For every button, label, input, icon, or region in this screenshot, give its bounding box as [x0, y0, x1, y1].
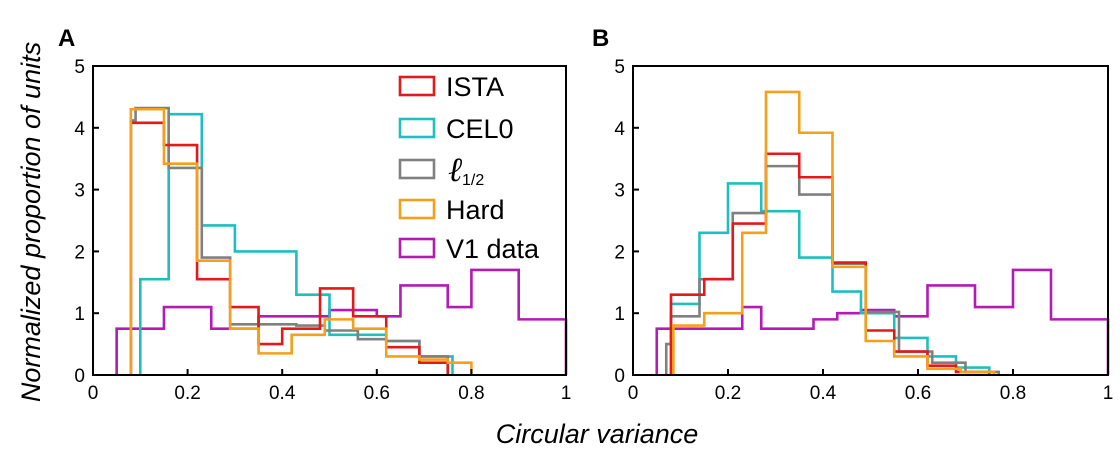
legend: ISTA CEL0 ℓ 1/2 Hard V1 data	[398, 72, 540, 264]
y-tick-label: 4	[614, 119, 625, 140]
legend-swatch-hard	[398, 198, 436, 220]
series-v1-panel-b	[655, 268, 1110, 375]
legend-swatch-ista	[398, 75, 436, 97]
y-axis-title: Normalized proportion of units	[16, 42, 46, 402]
panel-a-plot: 0 0.2 0.4 0.6 0.8 1 0 1 2 3 4 5	[74, 57, 571, 404]
x-tick-label: 0.2	[715, 383, 741, 404]
axes-frame-panel-a	[92, 65, 567, 376]
legend-label-hard: Hard	[446, 195, 505, 225]
series-ista-panel-b	[669, 152, 991, 375]
panel-label-a: A	[58, 25, 75, 52]
y-tick-label: 5	[74, 57, 85, 78]
y-tick-label: 2	[614, 242, 625, 263]
y-tick-label: 1	[614, 304, 625, 325]
legend-swatch-cel0	[398, 117, 436, 139]
panel-b-plot: 0 0.2 0.4 0.6 0.8 1 0 1 2 3 4 5	[614, 57, 1113, 404]
y-tick-label: 4	[74, 119, 85, 140]
legend-swatch-v1	[398, 237, 436, 259]
series-hard-panel-a	[129, 107, 473, 375]
y-tick-label: 0	[614, 366, 625, 387]
x-tick-label: 0.6	[364, 383, 390, 404]
legend-swatch-l12	[398, 158, 436, 180]
y-tick-label: 0	[74, 366, 85, 387]
legend-label-ista: ISTA	[446, 72, 504, 102]
series-hard-panel-b	[672, 90, 996, 375]
axes-frame-panel-b	[632, 65, 1109, 376]
x-tick-label: 0.2	[174, 383, 200, 404]
series-v1-panel-a	[115, 268, 568, 375]
legend-label-sub: 1/2	[462, 172, 484, 189]
series-ista-panel-a	[129, 121, 450, 375]
x-tick-label: 0	[88, 383, 99, 404]
x-axis-title: Circular variance	[496, 419, 699, 449]
y-tick-label: 2	[74, 242, 85, 263]
y-tick-label: 5	[614, 57, 625, 78]
y-tick-label: 3	[74, 181, 85, 202]
legend-label-l12: ℓ	[448, 150, 462, 190]
y-tick-label: 3	[614, 181, 625, 202]
x-tick-label: 0.4	[810, 383, 837, 404]
series-l12-panel-b	[664, 164, 1001, 375]
x-tick-label: 0.6	[905, 383, 931, 404]
legend-label-cel0: CEL0	[446, 114, 514, 144]
x-tick-label: 0.8	[1000, 383, 1026, 404]
panel-label-b: B	[592, 25, 609, 52]
y-tick-label: 1	[74, 304, 85, 325]
x-tick-label: 0.8	[458, 383, 484, 404]
series-cel0-panel-b	[669, 182, 991, 375]
x-tick-label: 0	[628, 383, 639, 404]
legend-label-v1: V1 data	[446, 234, 540, 264]
x-tick-label: 0.4	[269, 383, 296, 404]
x-tick-label: 1	[1103, 383, 1114, 404]
x-tick-label: 1	[561, 383, 572, 404]
